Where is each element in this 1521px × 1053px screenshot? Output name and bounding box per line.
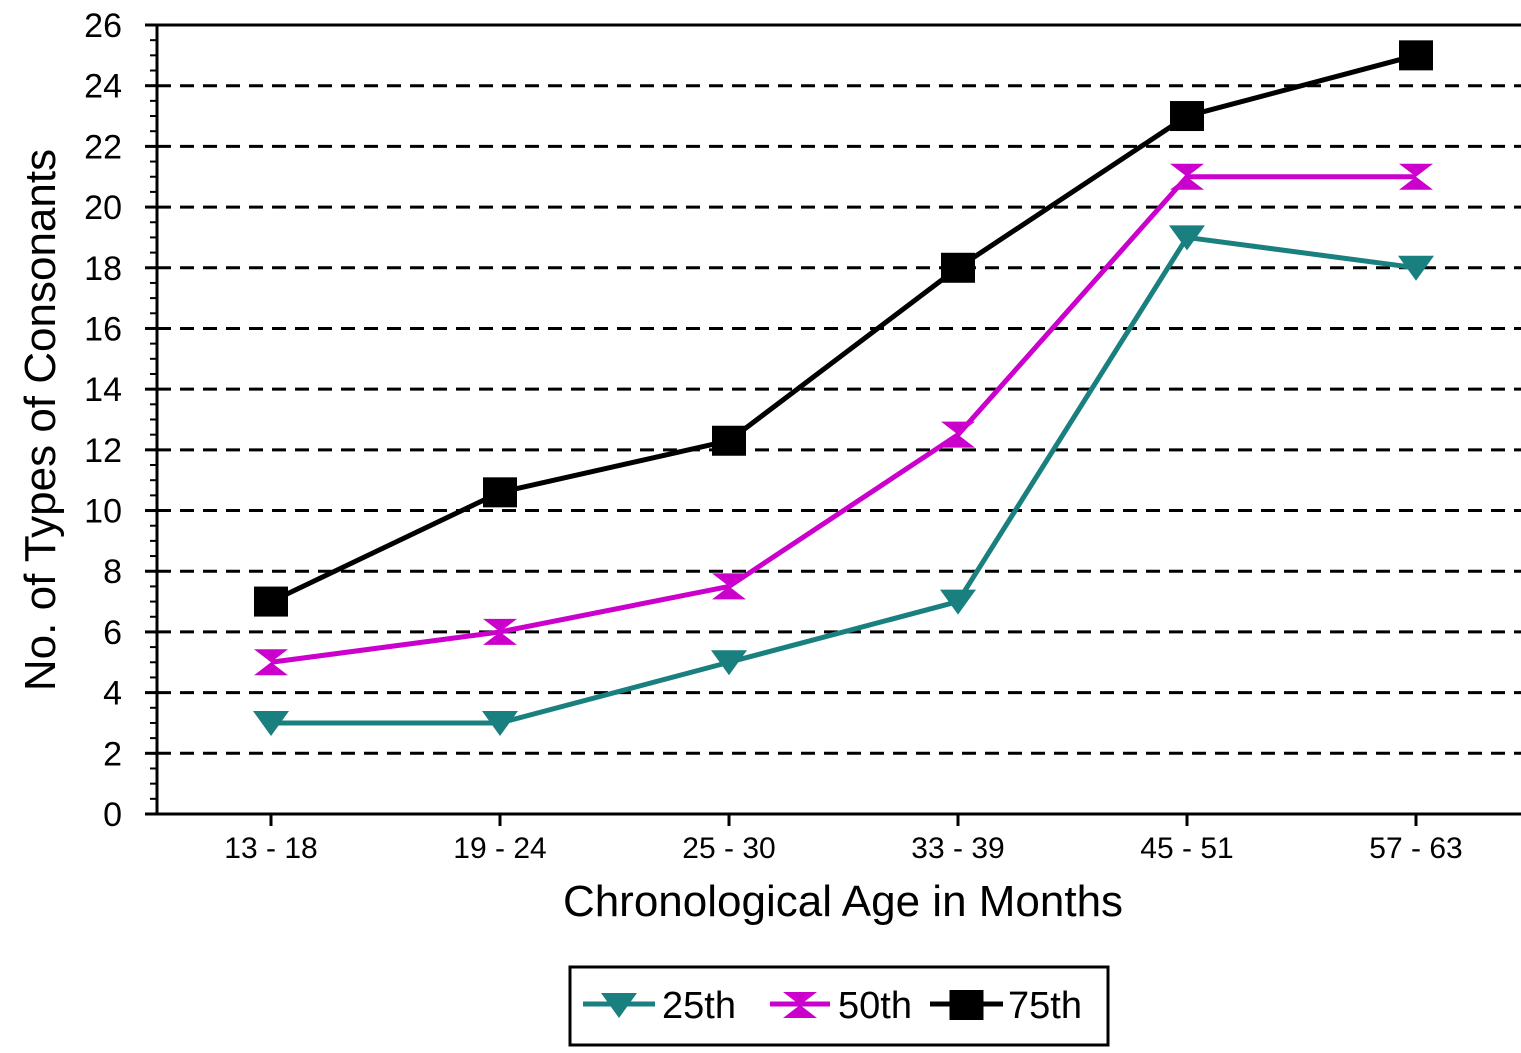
x-axis-title: Chronological Age in Months [563,877,1123,926]
y-tick-label-12: 12 [84,432,122,470]
x-tick-label-3: 33 - 39 [911,832,1004,865]
data-point-75th-3 [941,252,975,283]
series-line-25th [271,234,1417,726]
legend-label-75th: 75th [1008,985,1082,1027]
legend: 25th 50th 75th [568,965,1110,1047]
y-tick-label-18: 18 [84,250,122,288]
legend-label-25th: 25th [662,985,736,1027]
data-point-25th-0 [253,710,289,736]
series-line-75th [269,52,1417,604]
data-point-75th-5 [1399,40,1433,71]
legend-swatch-marker [783,992,817,1018]
data-point-50th-4 [1170,163,1204,190]
data-point-25th-4 [1169,225,1205,251]
data-point-50th-5 [1399,163,1433,190]
y-tick-label-4: 4 [103,675,122,713]
data-point-75th-4 [1170,101,1204,132]
legend-box [568,965,1110,1047]
axes [145,23,1521,816]
series-25th [253,225,1434,736]
y-tick-label-2: 2 [103,735,122,773]
x-tick-label-2: 25 - 30 [682,832,775,865]
y-tick-label-24: 24 [84,68,122,106]
data-point-75th-2 [712,425,746,456]
y-tick-label-26: 26 [84,7,122,45]
y-tick-label-16: 16 [84,310,122,348]
data-point-75th-1 [483,477,517,508]
series-lines [253,40,1434,736]
legend-swatch-marker [949,990,984,1020]
y-tick-label-10: 10 [84,493,122,531]
series-75th [254,40,1433,617]
legend-item-25th: 25th [583,985,736,1027]
data-point-25th-1 [482,710,518,736]
x-tick-label-4: 45 - 51 [1140,832,1233,865]
legend-item-75th: 75th [930,985,1082,1027]
y-tick-label-22: 22 [84,128,122,166]
x-tick-label-0: 13 - 18 [224,832,317,865]
data-point-50th-1 [483,618,517,645]
y-tick-label-0: 0 [103,796,122,834]
series-50th [254,163,1433,676]
y-tick-label-6: 6 [103,614,122,652]
data-point-25th-2 [711,650,747,676]
series-line-50th [270,174,1416,665]
data-point-75th-0 [254,586,288,617]
legend-label-50th: 50th [838,985,912,1027]
gridlines [157,84,1521,755]
data-point-50th-3 [941,421,975,448]
x-tick-label-5: 57 - 63 [1369,832,1462,865]
data-point-25th-3 [940,589,976,615]
y-tick-label-20: 20 [84,189,122,227]
y-tick-label-8: 8 [103,553,122,591]
y-axis-title: No. of Types of Consonants [16,149,65,691]
legend-item-50th: 50th [770,985,912,1027]
data-point-25th-5 [1398,255,1434,281]
x-axis-ticks: 13 - 18 19 - 24 25 - 30 33 - 39 45 - 51 57 - … [224,814,1463,865]
x-tick-label-1: 19 - 24 [453,832,546,865]
legend-swatch-marker [601,993,637,1018]
y-tick-label-14: 14 [84,371,122,409]
data-point-50th-2 [712,573,746,600]
data-point-50th-0 [254,649,288,676]
